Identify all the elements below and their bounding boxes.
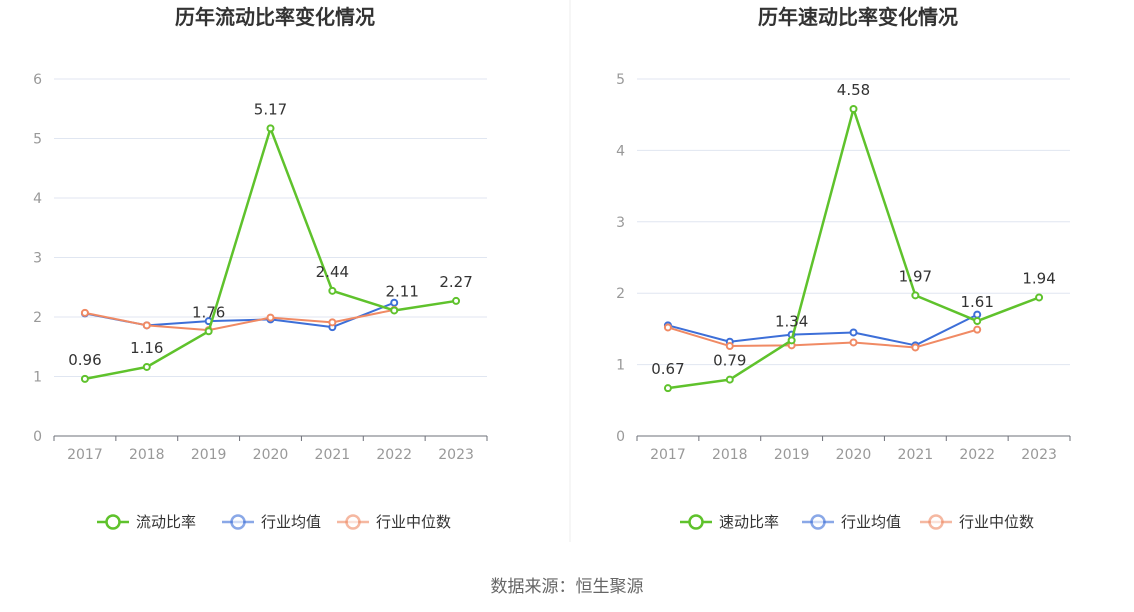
x-tick-label: 2019: [191, 447, 227, 463]
data-point[interactable]: [328, 286, 337, 295]
data-point[interactable]: [390, 298, 399, 307]
data-point[interactable]: [142, 362, 151, 371]
y-tick-label: 0: [33, 429, 42, 445]
y-tick-label: 0: [616, 429, 625, 445]
data-point[interactable]: [849, 328, 858, 337]
data-point[interactable]: [266, 313, 275, 322]
x-tick-label: 2020: [253, 447, 289, 463]
data-label: 0.67: [651, 360, 684, 378]
data-label: 5.17: [254, 100, 287, 118]
y-tick-label: 2: [33, 310, 42, 326]
data-point[interactable]: [390, 306, 399, 315]
legend-label: 行业中位数: [376, 513, 451, 531]
series-industry-median: [663, 323, 982, 352]
series-main: 0.96 1.16 1.76 5.17 2.44 2.11 2.27: [68, 100, 473, 383]
data-point[interactable]: [452, 296, 461, 305]
data-point[interactable]: [663, 384, 672, 393]
legend-circle-icon: [810, 514, 826, 530]
legend-label: 行业均值: [841, 513, 901, 531]
chart-2: 历年速动比率变化情况 0 1 2 3 4 5 2017 2018 2019 2020 2021 2022…: [616, 5, 1071, 531]
series-line: [667, 313, 978, 347]
data-point[interactable]: [142, 321, 151, 330]
legend-label: 行业均值: [261, 513, 321, 531]
data-point[interactable]: [328, 318, 337, 327]
data-point[interactable]: [725, 342, 734, 351]
legend-label: 流动比率: [136, 513, 196, 531]
data-label: 0.79: [713, 352, 746, 370]
data-point[interactable]: [973, 325, 982, 334]
x-tick-label: 2022: [376, 447, 412, 463]
legend-circle-icon: [345, 514, 361, 530]
x-tick-label: 2021: [898, 447, 934, 463]
data-point[interactable]: [1035, 293, 1044, 302]
y-tick-label: 3: [33, 251, 42, 267]
chart-title: 历年流动比率变化情况: [175, 5, 375, 29]
x-tick-label: 2017: [650, 447, 686, 463]
legend-circle-icon: [105, 514, 121, 530]
legend-circle-icon: [688, 514, 704, 530]
data-source-note: 数据来源：恒生聚源: [491, 577, 644, 597]
data-point[interactable]: [911, 291, 920, 300]
data-point[interactable]: [911, 343, 920, 352]
data-label: 2.27: [439, 273, 472, 291]
legend-circle-icon: [230, 514, 246, 530]
x-tick-label: 2022: [959, 447, 995, 463]
data-label: 1.76: [192, 303, 225, 321]
data-label: 2.44: [316, 263, 349, 281]
data-label: 1.34: [775, 312, 808, 330]
series-industry-average: [80, 298, 399, 332]
x-tick-label: 2023: [438, 447, 474, 463]
y-tick-label: 5: [33, 132, 42, 148]
legend-item[interactable]: 行业均值: [222, 513, 321, 531]
x-tick-label: 2019: [774, 447, 810, 463]
x-tick-label: 2021: [315, 447, 351, 463]
series-main: 0.67 0.79 1.34 4.58 1.97 1.61 1.94: [651, 81, 1056, 393]
data-point[interactable]: [973, 310, 982, 319]
data-point[interactable]: [266, 124, 275, 133]
legend-item[interactable]: 行业中位数: [337, 513, 451, 531]
legend-item[interactable]: 行业中位数: [920, 513, 1034, 531]
data-point[interactable]: [849, 338, 858, 347]
data-point[interactable]: [973, 317, 982, 326]
chart-title: 历年速动比率变化情况: [758, 5, 958, 29]
legend-item[interactable]: 速动比率: [680, 513, 779, 531]
x-tick-label: 2017: [67, 447, 103, 463]
data-point[interactable]: [204, 327, 213, 336]
data-label: 1.94: [1022, 269, 1055, 287]
legend-item[interactable]: 流动比率: [97, 513, 196, 531]
data-label: 4.58: [837, 81, 870, 99]
series-line: [84, 308, 395, 332]
chart-1: 历年流动比率变化情况 0 1 2 3 4 5 6 2017 2018 2019 2020 2021 202…: [33, 5, 488, 531]
x-tick-label: 2023: [1021, 447, 1057, 463]
y-tick-label: 5: [616, 72, 625, 88]
data-point[interactable]: [725, 375, 734, 384]
legend-label: 行业中位数: [959, 513, 1034, 531]
x-tick-label: 2018: [129, 447, 165, 463]
legend-item[interactable]: 行业均值: [802, 513, 901, 531]
y-tick-label: 1: [616, 358, 625, 374]
data-point[interactable]: [787, 336, 796, 345]
y-tick-label: 6: [33, 72, 42, 88]
y-tick-label: 1: [33, 370, 42, 386]
legend-label: 速动比率: [719, 513, 779, 531]
legend-circle-icon: [928, 514, 944, 530]
data-point[interactable]: [80, 374, 89, 383]
x-tick-label: 2018: [712, 447, 748, 463]
data-point[interactable]: [80, 308, 89, 317]
data-point[interactable]: [663, 323, 672, 332]
y-tick-label: 2: [616, 286, 625, 302]
data-label: 1.97: [899, 267, 932, 285]
data-label: 2.11: [386, 282, 419, 300]
data-point[interactable]: [849, 104, 858, 113]
y-tick-label: 4: [33, 191, 42, 207]
x-tick-label: 2020: [836, 447, 872, 463]
data-label: 0.96: [68, 351, 101, 369]
data-label: 1.16: [130, 339, 163, 357]
data-label: 1.61: [961, 293, 994, 311]
y-tick-label: 3: [616, 215, 625, 231]
series-line: [667, 326, 978, 349]
y-tick-label: 4: [616, 143, 625, 159]
